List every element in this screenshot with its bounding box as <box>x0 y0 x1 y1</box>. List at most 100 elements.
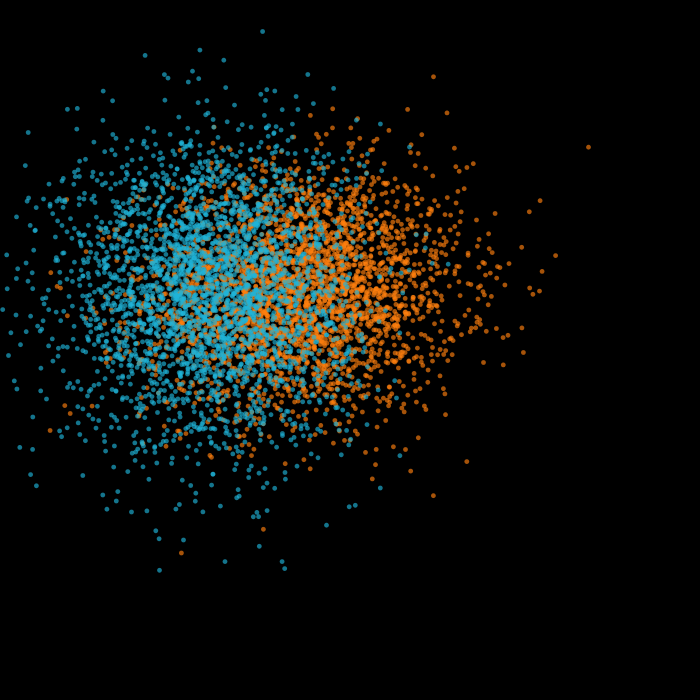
scatter-point <box>74 106 80 111</box>
scatter-point <box>313 194 319 200</box>
scatter-point <box>343 382 349 388</box>
scatter-point <box>226 174 232 180</box>
scatter-point <box>325 164 331 170</box>
scatter-point <box>205 167 211 173</box>
scatter-point <box>425 367 431 373</box>
scatter-point <box>100 236 106 242</box>
scatter-point <box>174 166 180 172</box>
scatter-point <box>319 363 325 369</box>
scatter-point <box>287 393 293 399</box>
scatter-point <box>381 288 386 294</box>
scatter-point <box>155 174 161 180</box>
scatter-point <box>129 371 135 377</box>
scatter-point <box>452 318 458 324</box>
scatter-point <box>223 85 229 90</box>
scatter-point <box>384 227 389 232</box>
scatter-point <box>41 301 47 307</box>
scatter-point <box>456 264 462 269</box>
scatter-point <box>410 318 416 323</box>
scatter-point <box>157 236 163 242</box>
scatter-point <box>163 443 169 449</box>
scatter-point <box>234 154 239 159</box>
scatter-point <box>122 292 128 298</box>
scatter-point <box>288 304 293 309</box>
scatter-point <box>13 312 19 318</box>
scatter-point <box>163 344 169 350</box>
scatter-point <box>263 159 268 165</box>
scatter-point <box>282 293 288 298</box>
scatter-point <box>265 313 271 318</box>
scatter-point <box>349 413 355 419</box>
scatter-point <box>272 88 278 94</box>
scatter-point <box>379 212 385 218</box>
scatter-point <box>164 302 170 308</box>
scatter-point <box>506 261 512 266</box>
scatter-point <box>312 346 317 351</box>
scatter-point <box>297 272 303 278</box>
scatter-point <box>23 260 29 266</box>
scatter-point <box>291 379 296 384</box>
scatter-point <box>253 405 259 411</box>
scatter-point <box>288 176 294 182</box>
scatter-point <box>128 311 134 317</box>
scatter-point <box>358 216 363 222</box>
scatter-point <box>248 420 253 426</box>
scatter-point <box>333 421 339 427</box>
scatter-point <box>414 399 419 405</box>
scatter-point <box>360 409 365 415</box>
scatter-point <box>242 246 248 252</box>
scatter-point <box>236 454 242 460</box>
scatter-point <box>350 240 356 245</box>
scatter-point <box>195 278 200 283</box>
scatter-point <box>56 345 61 351</box>
scatter-point <box>289 215 294 221</box>
scatter-point <box>465 252 471 258</box>
scatter-point <box>262 323 267 328</box>
scatter-point <box>475 243 480 249</box>
scatter-point <box>70 336 76 342</box>
scatter-point <box>156 157 162 162</box>
scatter-point <box>269 394 274 400</box>
scatter-point <box>393 302 399 307</box>
scatter-point <box>324 340 330 346</box>
scatter-point <box>181 400 187 406</box>
scatter-point <box>345 334 351 339</box>
scatter-point <box>428 352 434 357</box>
scatter-point <box>260 396 266 402</box>
scatter-point <box>123 176 128 182</box>
scatter-point <box>262 183 268 189</box>
scatter-point <box>384 351 390 357</box>
scatter-point <box>38 365 44 371</box>
scatter-point <box>238 415 243 421</box>
scatter-point <box>398 270 404 276</box>
scatter-point <box>152 341 157 347</box>
scatter-point <box>360 349 366 355</box>
scatter-point <box>129 157 135 163</box>
scatter-point <box>185 125 191 131</box>
scatter-point <box>175 309 180 315</box>
scatter-point <box>204 98 210 104</box>
scatter-point <box>402 296 408 301</box>
scatter-point <box>450 246 456 252</box>
scatter-point <box>406 188 412 194</box>
scatter-point <box>391 214 397 220</box>
scatter-point <box>414 354 419 360</box>
scatter-point <box>342 438 347 443</box>
scatter-point <box>117 235 123 240</box>
scatter-point <box>253 421 258 427</box>
scatter-point <box>326 308 332 314</box>
scatter-point <box>50 211 56 217</box>
scatter-point <box>230 451 236 457</box>
scatter-point <box>392 378 398 384</box>
scatter-point <box>219 268 224 274</box>
scatter-point <box>234 433 240 439</box>
scatter-point <box>384 278 390 283</box>
scatter-point <box>104 331 110 337</box>
scatter-point <box>352 502 358 508</box>
scatter-point <box>133 308 139 313</box>
scatter-point <box>281 178 287 184</box>
scatter-point <box>363 261 369 267</box>
scatter-point <box>329 400 334 406</box>
scatter-point <box>338 201 344 207</box>
scatter-point <box>390 189 396 194</box>
